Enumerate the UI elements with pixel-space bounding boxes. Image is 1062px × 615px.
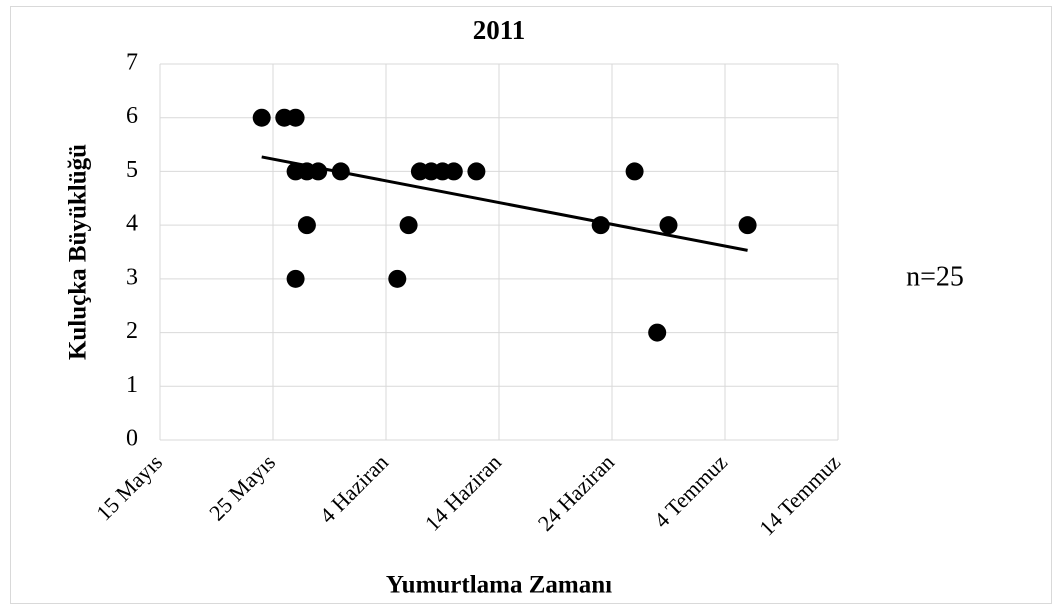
point [625, 162, 644, 181]
point [399, 216, 418, 235]
annotation: n=25 [906, 261, 964, 292]
x-axis-label: Yumurtlama Zamanı [386, 572, 612, 599]
chart-title: 2011 [473, 15, 526, 45]
y-tick-label: 6 [126, 103, 138, 129]
point [591, 216, 610, 235]
y-tick-label: 4 [126, 211, 138, 237]
point [467, 162, 486, 181]
point [252, 108, 271, 127]
point [738, 216, 757, 235]
y-tick-label: 0 [126, 426, 138, 452]
point [286, 108, 305, 127]
y-tick-label: 1 [126, 372, 138, 398]
y-tick-label: 3 [126, 264, 138, 290]
point [648, 323, 667, 342]
y-tick-label: 2 [126, 318, 138, 344]
point [444, 162, 463, 181]
point [659, 216, 678, 235]
point [286, 269, 305, 288]
y-tick-label: 5 [126, 157, 138, 183]
point [388, 269, 407, 288]
y-tick-label: 7 [126, 50, 138, 76]
point [309, 162, 328, 181]
chart-border [10, 6, 1052, 604]
y-axis-label: Kuluçka Büyüklüğü [65, 144, 92, 360]
point [297, 216, 316, 235]
point [331, 162, 350, 181]
